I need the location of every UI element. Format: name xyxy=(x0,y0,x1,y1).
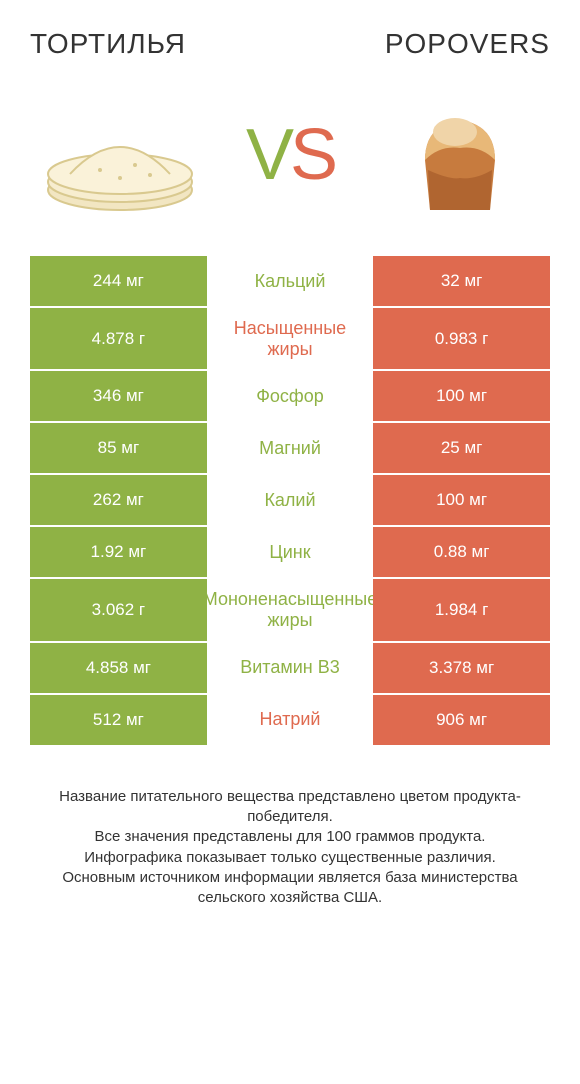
nutrient-label: Насыщенные жиры xyxy=(207,308,373,369)
value-left: 85 мг xyxy=(30,423,207,473)
value-right: 100 мг xyxy=(373,475,550,525)
value-right: 1.984 г xyxy=(373,579,550,640)
value-left: 4.858 мг xyxy=(30,643,207,693)
nutrient-label: Кальций xyxy=(207,256,373,306)
footer-line-3: Инфографика показывает только существенн… xyxy=(36,848,544,868)
table-row: 512 мгНатрий906 мг xyxy=(30,695,550,747)
footer-line-2: Все значения представлены для 100 граммо… xyxy=(36,827,544,847)
title-right: POPOVERS xyxy=(385,28,550,60)
table-row: 4.878 гНасыщенные жиры0.983 г xyxy=(30,308,550,371)
nutrient-label: Натрий xyxy=(207,695,373,745)
footer-line-1: Название питательного вещества представл… xyxy=(36,787,544,828)
value-right: 100 мг xyxy=(373,371,550,421)
value-right: 0.88 мг xyxy=(373,527,550,577)
nutrient-label: Витамин B3 xyxy=(207,643,373,693)
table-row: 262 мгКалий100 мг xyxy=(30,475,550,527)
vs-v: V xyxy=(246,114,290,196)
value-right: 3.378 мг xyxy=(373,643,550,693)
value-right: 25 мг xyxy=(373,423,550,473)
footer-notes: Название питательного вещества представл… xyxy=(30,787,550,909)
vs-label: VS xyxy=(246,114,334,196)
value-left: 262 мг xyxy=(30,475,207,525)
value-left: 346 мг xyxy=(30,371,207,421)
value-left: 244 мг xyxy=(30,256,207,306)
table-row: 346 мгФосфор100 мг xyxy=(30,371,550,423)
nutrient-label: Мононенасыщенные жиры xyxy=(207,579,373,640)
nutrient-label: Калий xyxy=(207,475,373,525)
tortilla-image xyxy=(40,90,200,220)
table-row: 3.062 гМононенасыщенные жиры1.984 г xyxy=(30,579,550,642)
comparison-table: 244 мгКальций32 мг4.878 гНасыщенные жиры… xyxy=(30,256,550,747)
table-row: 244 мгКальций32 мг xyxy=(30,256,550,308)
value-right: 32 мг xyxy=(373,256,550,306)
vs-s: S xyxy=(290,114,334,196)
table-row: 4.858 мгВитамин B33.378 мг xyxy=(30,643,550,695)
hero-row: VS xyxy=(30,90,550,220)
nutrient-label: Цинк xyxy=(207,527,373,577)
nutrient-label: Фосфор xyxy=(207,371,373,421)
nutrient-label: Магний xyxy=(207,423,373,473)
title-left: ТОРТИЛЬЯ xyxy=(30,28,186,60)
value-left: 3.062 г xyxy=(30,579,207,640)
tortilla-icon xyxy=(40,90,200,220)
value-left: 512 мг xyxy=(30,695,207,745)
popover-icon xyxy=(380,90,540,220)
value-left: 1.92 мг xyxy=(30,527,207,577)
value-left: 4.878 г xyxy=(30,308,207,369)
popover-image xyxy=(380,90,540,220)
table-row: 1.92 мгЦинк0.88 мг xyxy=(30,527,550,579)
footer-line-4: Основным источником информации является … xyxy=(36,868,544,909)
value-right: 906 мг xyxy=(373,695,550,745)
table-row: 85 мгМагний25 мг xyxy=(30,423,550,475)
value-right: 0.983 г xyxy=(373,308,550,369)
header: ТОРТИЛЬЯ POPOVERS xyxy=(30,28,550,60)
